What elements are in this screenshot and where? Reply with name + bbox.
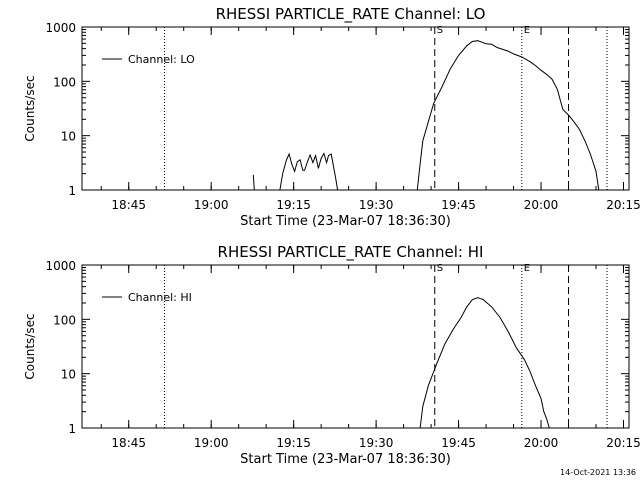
x-tick-label: 19:45 (441, 198, 476, 212)
series-line (279, 152, 339, 191)
y-tick-label: 1 (68, 422, 76, 436)
marker-label: E (524, 263, 530, 274)
y-axis-label: Counts/sec (23, 75, 37, 141)
x-tick-label: 18:45 (111, 436, 146, 450)
y-tick-label: 1000 (45, 259, 76, 273)
plot-frame (81, 26, 630, 191)
x-tick-label: 19:30 (359, 198, 394, 212)
footer-timestamp: 14-Oct-2021 13:36 (560, 468, 636, 477)
series-line (419, 297, 550, 429)
y-tick-label: 10 (61, 130, 76, 144)
series-line (416, 40, 600, 191)
y-tick-label: 10 (61, 368, 76, 382)
x-tick-label: 19:45 (441, 436, 476, 450)
y-tick-label: 100 (53, 313, 76, 327)
y-tick-label: 1 (68, 184, 76, 198)
x-tick-label: 20:00 (524, 436, 559, 450)
x-tick-label: 20:15 (606, 436, 640, 450)
series-line (252, 174, 255, 191)
x-axis-label: Start Time (23-Mar-07 18:36:30) (240, 214, 451, 229)
x-tick-label: 20:15 (606, 198, 640, 212)
marker-label: E (524, 25, 530, 36)
x-tick-label: 19:15 (276, 198, 311, 212)
x-tick-label: 20:00 (524, 198, 559, 212)
y-axis-label: Counts/sec (23, 313, 37, 379)
x-tick-label: 18:45 (111, 198, 146, 212)
x-axis-label: Start Time (23-Mar-07 18:36:30) (240, 452, 451, 467)
legend-label: Channel: LO (128, 53, 195, 66)
chart-title: RHESSI PARTICLE_RATE Channel: LO (216, 5, 486, 24)
chart-panel-lo: RHESSI PARTICLE_RATE Channel: LO 18:45 19:… (23, 5, 640, 229)
chart-title: RHESSI PARTICLE_RATE Channel: HI (218, 243, 484, 262)
plot-frame (81, 264, 630, 429)
marker-label: S (437, 263, 443, 274)
y-tick-label: 1000 (45, 21, 76, 35)
chart-panel-hi: RHESSI PARTICLE_RATE Channel: HI 18:45 19:… (23, 243, 640, 467)
marker-label: S (437, 25, 443, 36)
legend-label: Channel: HI (128, 291, 192, 304)
x-tick-label: 19:00 (194, 436, 229, 450)
x-tick-label: 19:15 (276, 436, 311, 450)
x-tick-label: 19:30 (359, 436, 394, 450)
x-tick-label: 19:00 (194, 198, 229, 212)
y-tick-label: 100 (53, 75, 76, 89)
